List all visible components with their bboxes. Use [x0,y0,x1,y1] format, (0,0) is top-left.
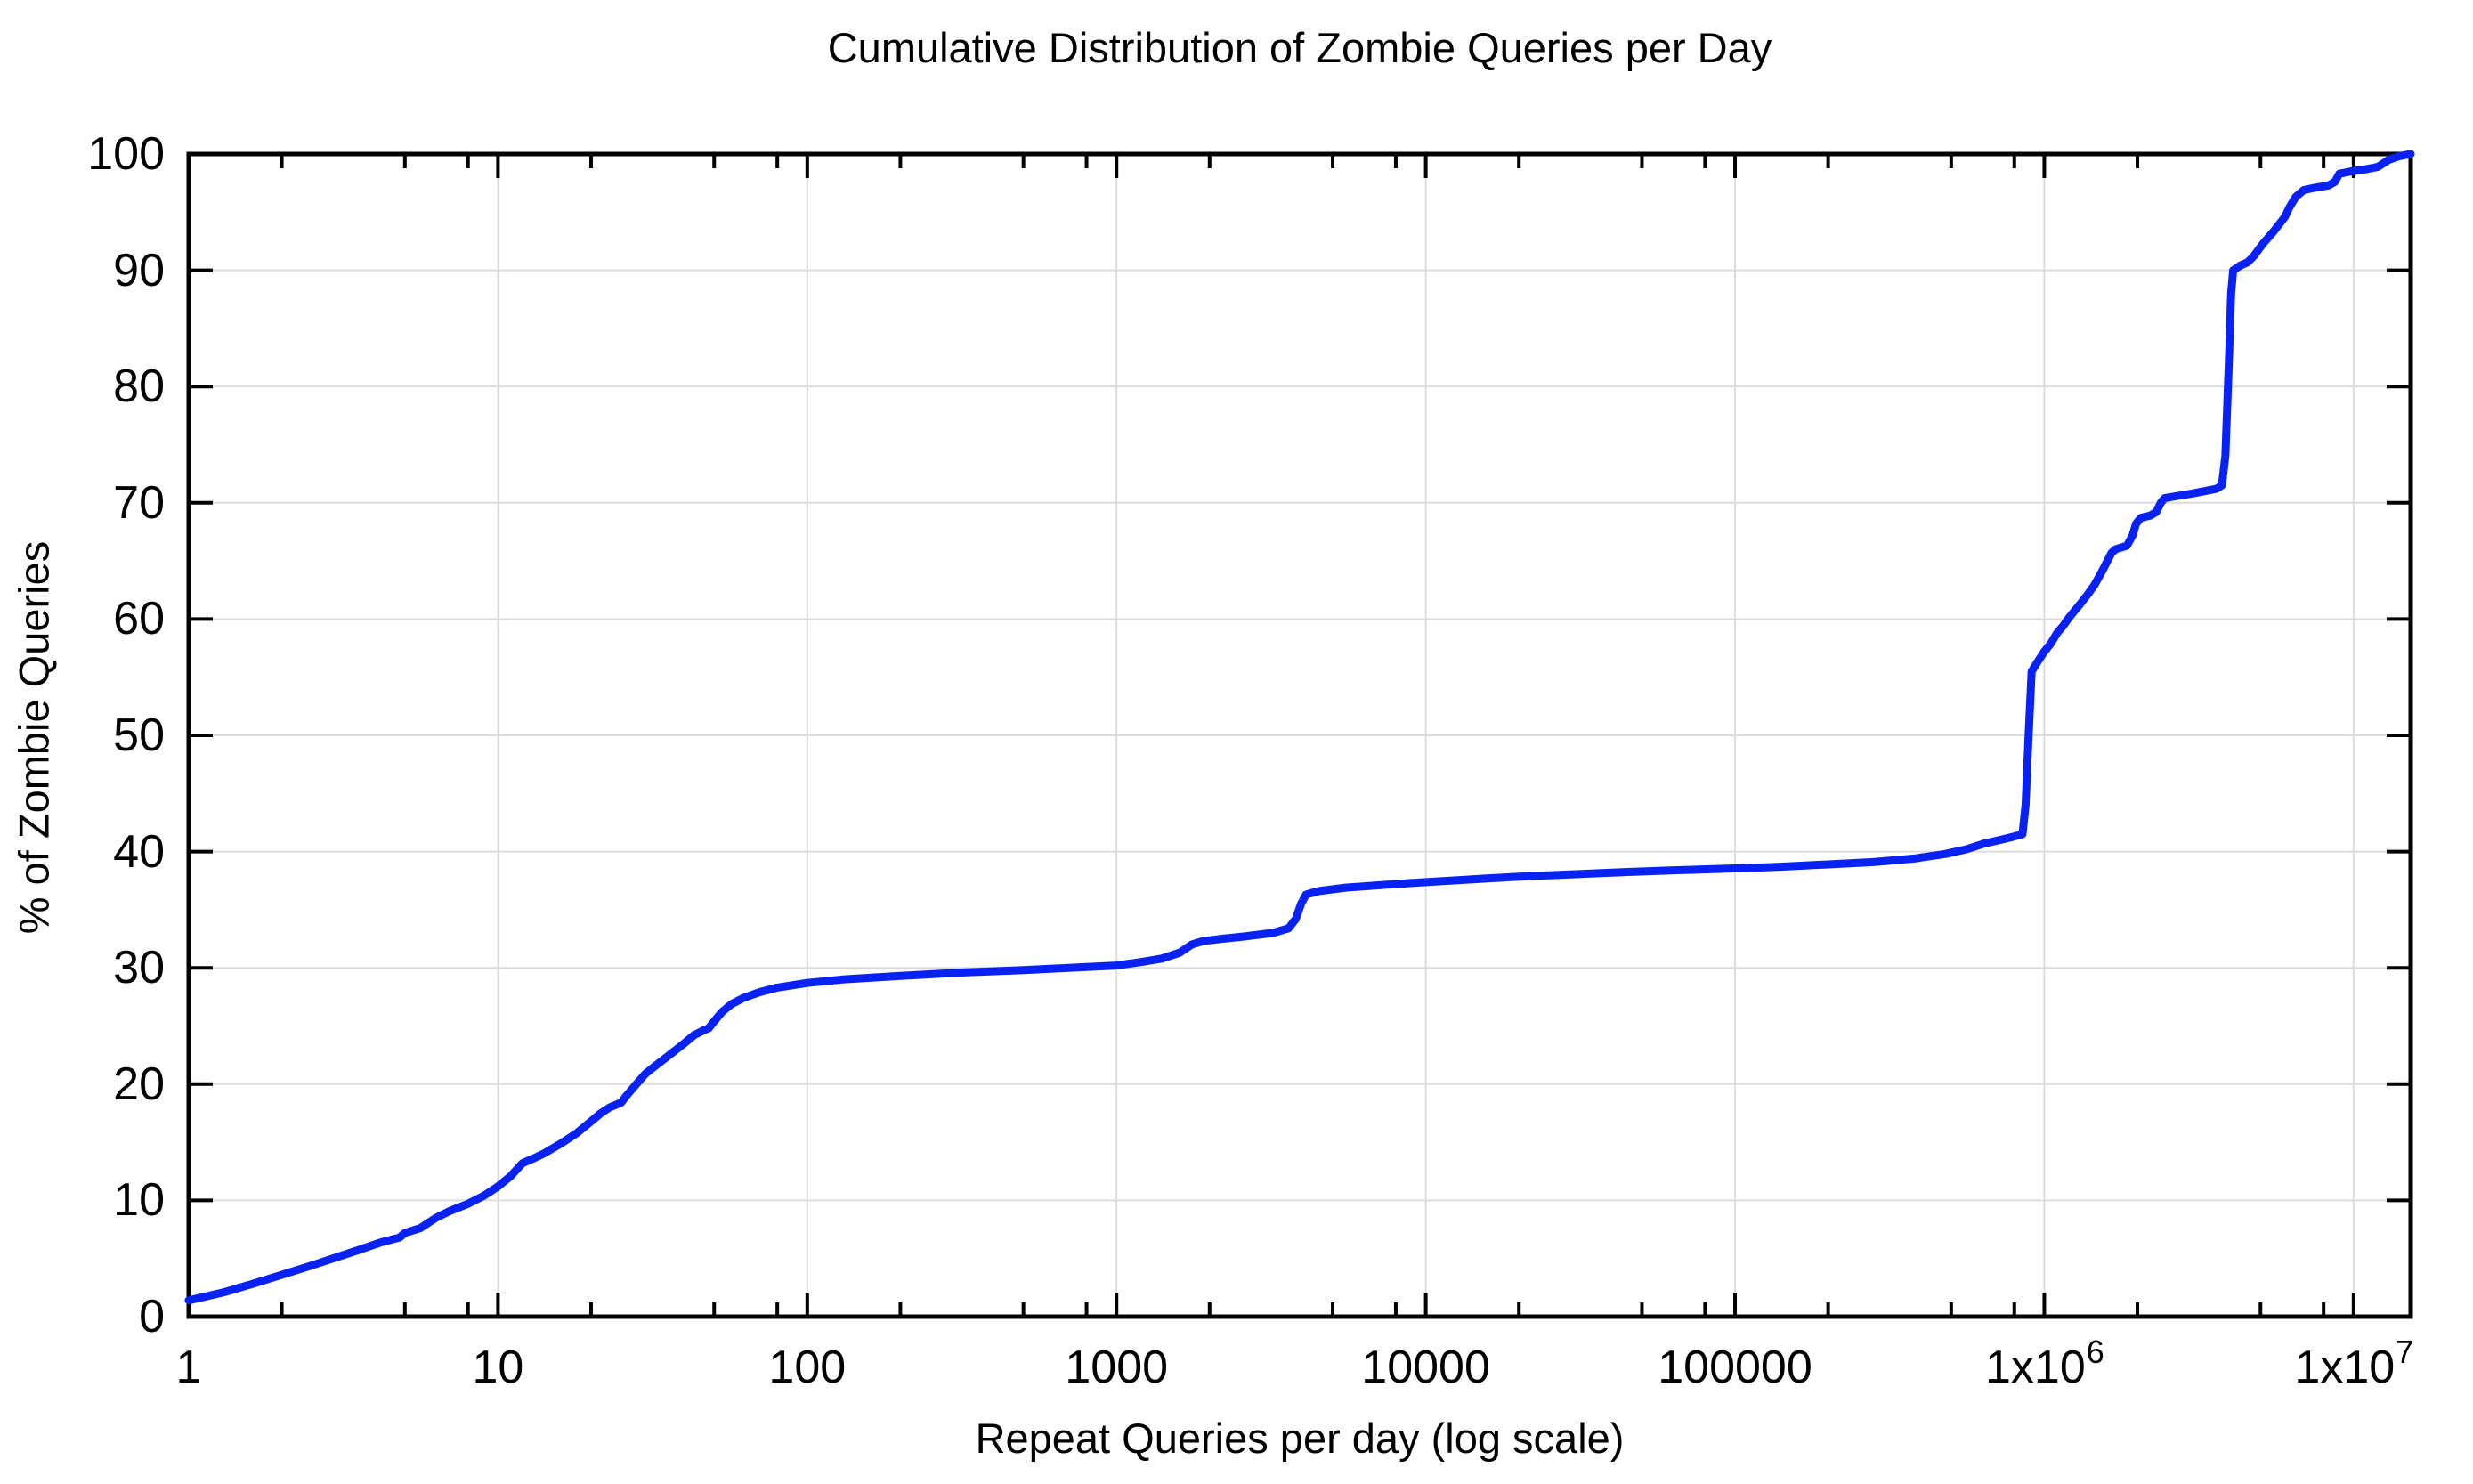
x-tick-label: 1000 [1065,1342,1169,1393]
y-tick-label: 50 [113,710,165,761]
y-tick-label: 80 [113,361,165,413]
x-tick-label: 1x106 [1985,1334,2104,1393]
y-tick-label: 30 [113,942,165,994]
y-tick-label: 20 [113,1058,165,1110]
y-tick-label: 90 [113,244,165,296]
x-tick-label: 100 [768,1342,847,1393]
x-tick-label: 10000 [1361,1342,1490,1393]
y-tick-label: 100 [87,128,165,180]
y-tick-label: 10 [113,1174,165,1227]
x-tick-label: 1 [175,1342,202,1393]
y-tick-label: 40 [113,825,165,878]
x-tick-label: 100000 [1658,1342,1812,1393]
cdf-line [184,150,2415,1305]
chart-title: Cumulative Distribution of Zombie Querie… [827,24,1772,71]
y-tick-label: 70 [113,476,165,529]
y-tick-label: 0 [139,1291,165,1342]
x-axis-title: Repeat Queries per day (log scale) [975,1415,1625,1462]
x-tick-label: 10 [472,1342,524,1393]
y-tick-label: 60 [113,593,165,645]
x-tick-label: 1x107 [2294,1334,2414,1393]
